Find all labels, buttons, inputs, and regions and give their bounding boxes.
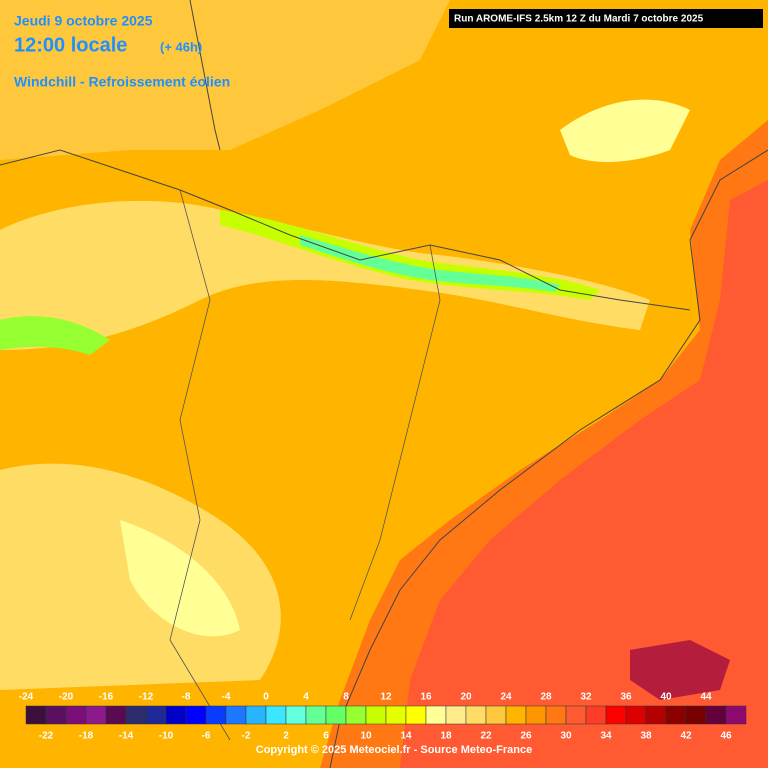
legend-swatch — [345, 705, 367, 725]
legend-label: 18 — [440, 731, 452, 742]
legend-label: 12 — [380, 692, 392, 703]
legend-label: -14 — [119, 731, 134, 742]
legend-label: 24 — [500, 692, 512, 703]
legend-swatch — [705, 705, 727, 725]
legend-swatch — [265, 705, 287, 725]
island — [630, 640, 730, 700]
legend-label: -6 — [202, 731, 211, 742]
legend-swatch — [325, 705, 347, 725]
legend-swatch — [245, 705, 267, 725]
legend-swatch — [305, 705, 327, 725]
legend-label: 42 — [680, 731, 692, 742]
legend-swatch — [365, 705, 387, 725]
legend-swatch — [585, 705, 607, 725]
legend-swatch — [565, 705, 587, 725]
legend-label: 38 — [640, 731, 652, 742]
legend-swatch — [505, 705, 527, 725]
legend-label: 26 — [520, 731, 532, 742]
legend-swatch — [545, 705, 567, 725]
legend-swatch — [605, 705, 627, 725]
legend-swatch — [25, 705, 47, 725]
legend-label: 4 — [303, 692, 309, 703]
legend-swatch — [45, 705, 67, 725]
legend-swatch — [145, 705, 167, 725]
legend-swatch — [165, 705, 187, 725]
run-info: Run AROME-IFS 2.5km 12 Z du Mardi 7 octo… — [454, 14, 704, 25]
legend-swatch — [425, 705, 447, 725]
legend-label: 32 — [580, 692, 592, 703]
legend-swatch — [665, 705, 687, 725]
legend-label: 34 — [600, 731, 612, 742]
legend-label: -4 — [222, 692, 231, 703]
date: Jeudi 9 octobre 2025 — [14, 13, 153, 29]
legend-swatch — [625, 705, 647, 725]
legend-label: -22 — [39, 731, 54, 742]
legend-label: 36 — [620, 692, 632, 703]
legend-swatch — [725, 705, 747, 725]
legend-label: 6 — [323, 731, 329, 742]
border — [0, 149, 691, 311]
mountain-peaks — [0, 316, 110, 355]
legend-label: 8 — [343, 692, 349, 703]
legend-swatch — [485, 705, 507, 725]
legend-swatch — [685, 705, 707, 725]
legend-swatch — [525, 705, 547, 725]
legend-label: 14 — [400, 731, 412, 742]
coastline — [329, 149, 768, 769]
legend-label: -8 — [182, 692, 191, 703]
legend-label: 28 — [540, 692, 552, 703]
mountain-band — [0, 200, 650, 350]
legend-swatch — [445, 705, 467, 725]
legend-label: 2 — [283, 731, 289, 742]
legend-swatch — [385, 705, 407, 725]
legend-label: 46 — [720, 731, 732, 742]
legend-swatch — [185, 705, 207, 725]
lead-time: (+ 46h) — [160, 39, 202, 54]
mountain-peaks — [300, 235, 560, 292]
legend-label: -18 — [79, 731, 94, 742]
time: 12:00 locale — [14, 34, 127, 56]
legend: -24-22-20-18-16-14-12-10-8-6-4-202468101… — [19, 692, 747, 742]
legend-swatch — [65, 705, 87, 725]
legend-label: 30 — [560, 731, 572, 742]
legend-swatch — [225, 705, 247, 725]
legend-swatch — [285, 705, 307, 725]
legend-label: -2 — [242, 731, 251, 742]
legend-swatch — [105, 705, 127, 725]
legend-label: -16 — [99, 692, 114, 703]
land-region — [560, 99, 690, 162]
legend-swatch — [645, 705, 667, 725]
legend-label: -10 — [159, 731, 174, 742]
coastline — [189, 0, 221, 151]
legend-label: 20 — [460, 692, 472, 703]
legend-swatch — [125, 705, 147, 725]
legend-label: -24 — [19, 692, 34, 703]
run-box — [449, 9, 763, 28]
legend-label: 44 — [700, 692, 712, 703]
plateau — [120, 520, 240, 637]
legend-swatch — [205, 705, 227, 725]
sea — [400, 180, 768, 768]
legend-swatch — [85, 705, 107, 725]
legend-label: 10 — [360, 731, 372, 742]
legend-swatch — [405, 705, 427, 725]
copyright: Copyright © 2025 Meteociel.fr - Source M… — [256, 744, 532, 756]
legend-swatch — [465, 705, 487, 725]
legend-label: 16 — [420, 692, 432, 703]
legend-label: 40 — [660, 692, 672, 703]
legend-label: -20 — [59, 692, 74, 703]
legend-label: 0 — [263, 692, 269, 703]
border — [169, 189, 441, 741]
legend-label: -12 — [139, 692, 154, 703]
legend-label: 22 — [480, 731, 492, 742]
land-region — [0, 0, 450, 160]
parameter: Windchill - Refroissement éolien — [14, 74, 230, 90]
